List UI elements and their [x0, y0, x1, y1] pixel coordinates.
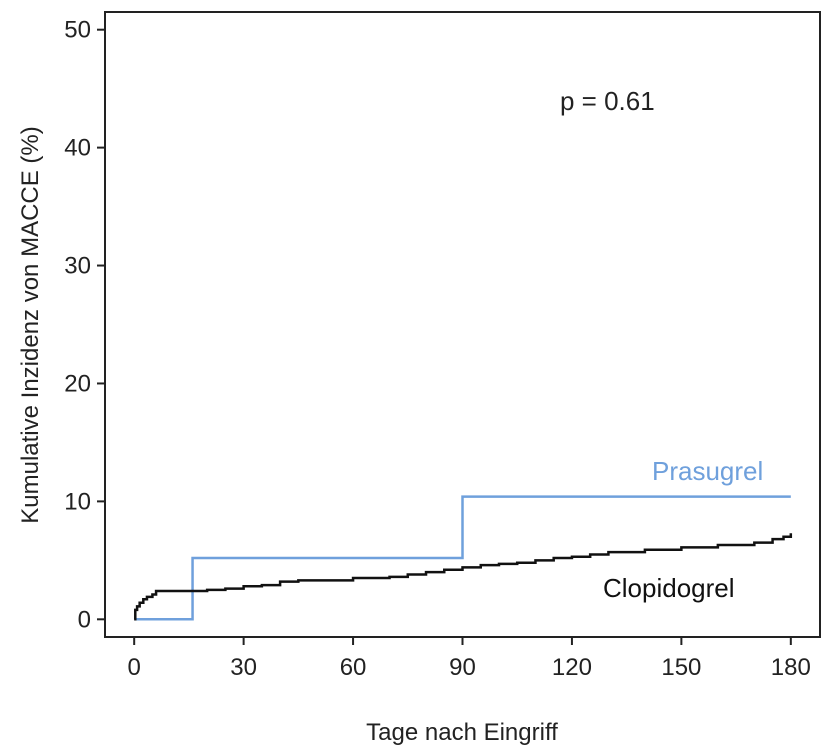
x-tick-label: 0 — [128, 654, 141, 681]
x-axis: 0 30 60 90 120 150 180 — [128, 637, 811, 681]
x-tick-label: 30 — [230, 654, 257, 681]
x-tick-label: 60 — [340, 654, 367, 681]
y-axis-title: Kumulative Inzidenz von MACCE (%) — [17, 126, 44, 523]
p-value-annotation: p = 0.61 — [560, 86, 655, 116]
series-line-clopidogrel — [134, 533, 793, 621]
y-tick-label: 50 — [64, 17, 91, 44]
y-tick-label: 20 — [64, 370, 91, 397]
series-label-prasugrel: Prasugrel — [652, 456, 763, 486]
series-label-clopidogrel: Clopidogrel — [603, 573, 735, 603]
x-tick-label: 180 — [771, 654, 811, 681]
series-line-prasugrel — [134, 495, 791, 621]
x-tick-label: 120 — [552, 654, 592, 681]
y-tick-label: 30 — [64, 253, 91, 280]
series-layer — [134, 495, 793, 621]
x-tick-label: 90 — [449, 654, 476, 681]
y-tick-label: 10 — [64, 488, 91, 515]
x-tick-label: 150 — [661, 654, 701, 681]
y-tick-label: 40 — [64, 135, 91, 162]
y-tick-label: 0 — [78, 606, 91, 633]
x-axis-title: Tage nach Eingriff — [366, 719, 558, 746]
y-axis: 0 10 20 30 40 50 — [64, 17, 105, 633]
